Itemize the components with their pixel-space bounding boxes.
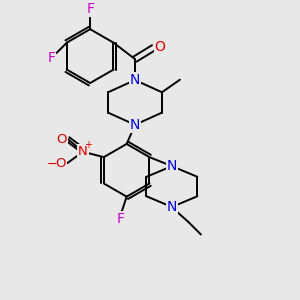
- Text: F: F: [86, 2, 94, 16]
- Text: −: −: [47, 158, 58, 171]
- Text: F: F: [117, 212, 125, 226]
- Text: +: +: [84, 140, 92, 150]
- Text: O: O: [56, 133, 67, 146]
- Text: N: N: [78, 145, 88, 158]
- Text: N: N: [130, 73, 140, 87]
- Text: O: O: [155, 40, 166, 54]
- Text: N: N: [130, 118, 140, 132]
- Text: N: N: [167, 200, 177, 214]
- Text: N: N: [167, 159, 177, 173]
- Text: F: F: [47, 51, 55, 65]
- Text: O: O: [56, 157, 66, 169]
